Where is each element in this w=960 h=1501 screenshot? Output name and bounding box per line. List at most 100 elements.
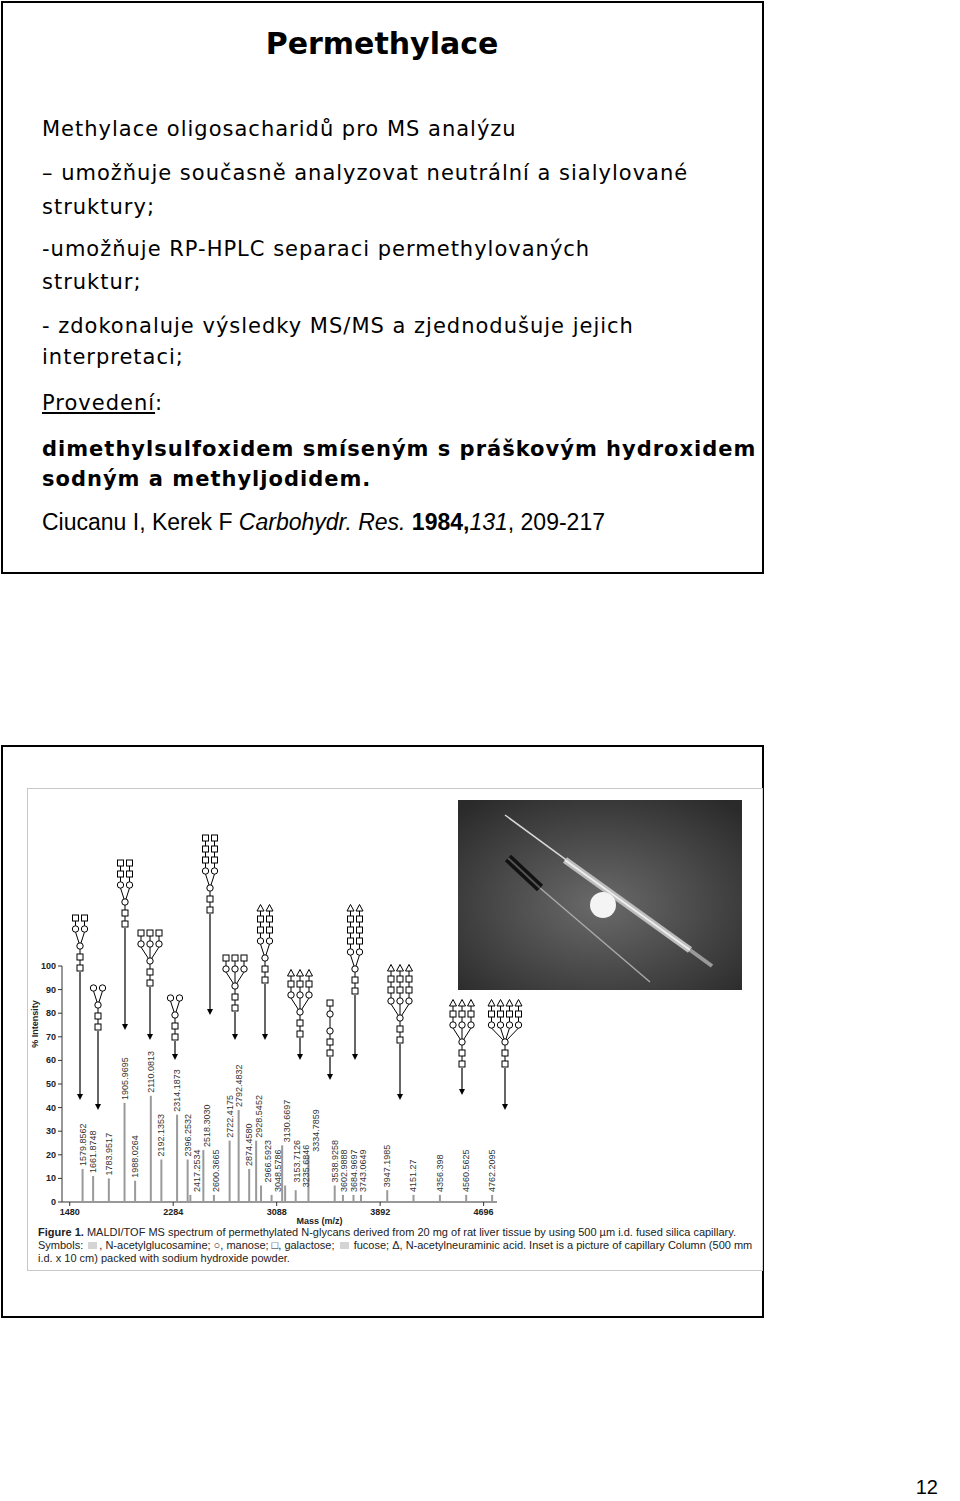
glycan-symbol xyxy=(498,1011,504,1017)
peak-label: 4356.398 xyxy=(435,1154,445,1192)
peak-label: 4560.5625 xyxy=(461,1149,471,1192)
peak xyxy=(189,1195,191,1202)
glycan-symbol xyxy=(207,885,213,891)
glycan-symbol xyxy=(126,882,132,888)
peak xyxy=(160,1160,162,1202)
glycan-symbol xyxy=(506,1022,512,1028)
glycan-symbol xyxy=(203,846,209,852)
y-tick-label: 70 xyxy=(46,1032,56,1042)
glycan-symbol xyxy=(502,1061,508,1067)
arrow-head xyxy=(262,1034,268,1040)
glycan-symbol xyxy=(258,916,264,922)
glycan-symbol xyxy=(357,927,363,933)
glycan-symbol xyxy=(257,938,263,944)
glycan-symbol xyxy=(502,1050,508,1056)
glycan-symbol xyxy=(507,1011,513,1017)
glycan-symbol xyxy=(122,899,128,905)
glycan-symbol xyxy=(288,981,294,987)
text-line: -umožňuje RP-HPLC separaci permethylovan… xyxy=(42,239,590,260)
citation-part: Ciucanu I, Kerek F xyxy=(42,509,239,535)
glycan-symbol xyxy=(288,970,295,977)
glycan-symbol xyxy=(397,987,403,993)
glycan xyxy=(488,1000,522,1111)
glycan-symbol xyxy=(297,1009,303,1015)
x-tick xyxy=(69,1202,70,1206)
glycan-symbol xyxy=(397,965,404,972)
peak-label: 3048.5786 xyxy=(273,1149,283,1192)
light-spot xyxy=(590,892,616,918)
glycan-symbol xyxy=(348,916,354,922)
glycan-symbol xyxy=(156,930,162,936)
x-tick xyxy=(276,1202,277,1206)
x-tick xyxy=(380,1202,381,1206)
caption-symbol xyxy=(340,1242,349,1249)
peak-label: 1579.8562 xyxy=(78,1123,88,1166)
glycan xyxy=(450,1000,475,1096)
glycan-symbol xyxy=(262,955,268,961)
glycan-symbol xyxy=(202,868,208,874)
glycan-symbol xyxy=(397,1015,403,1021)
glycan-symbol xyxy=(72,926,78,932)
y-tick xyxy=(58,1013,62,1014)
peak xyxy=(439,1195,441,1202)
peak xyxy=(134,1181,136,1202)
peaks xyxy=(82,1096,494,1202)
glycan-symbol xyxy=(516,1011,522,1017)
glycan xyxy=(90,985,105,1110)
glycan-symbol xyxy=(241,966,247,972)
peak-label: 3130.6697 xyxy=(282,1100,292,1143)
glycan-symbol xyxy=(450,1011,456,1017)
glycan-symbol xyxy=(459,1011,465,1017)
glycan-symbol xyxy=(406,987,412,993)
glycan xyxy=(167,995,182,1060)
axes: 0102030405060708090100148022843088389246… xyxy=(30,961,497,1226)
arrow-head xyxy=(502,1104,508,1110)
text-line: - zdokonaluje výsledky MS/MS a zjednoduš… xyxy=(42,316,634,337)
glycan xyxy=(288,970,313,1061)
glycan-symbol xyxy=(306,970,313,977)
peak xyxy=(248,1169,250,1202)
y-tick-label: 30 xyxy=(46,1126,56,1136)
glycan-symbol xyxy=(117,882,123,888)
glycan-cartoons xyxy=(72,835,522,1110)
peak xyxy=(150,1096,152,1202)
glycan-symbol xyxy=(223,955,229,961)
glycan-symbol xyxy=(488,1000,495,1007)
glycan-symbol xyxy=(502,1039,508,1045)
glycan-symbol xyxy=(515,1022,521,1028)
peak xyxy=(255,1141,257,1202)
peak-label: 2314.1873 xyxy=(172,1069,182,1112)
glycan-symbol xyxy=(327,1000,333,1006)
y-tick-label: 90 xyxy=(46,985,56,995)
glycan-symbol xyxy=(203,857,209,863)
peak-labels: 1579.85621661.87481783.95171905.96951988… xyxy=(78,1051,498,1192)
arrow-line xyxy=(399,1044,400,1095)
peak xyxy=(82,1169,84,1202)
peak-label: 1661.8748 xyxy=(88,1130,98,1173)
peak-label: 1988.0264 xyxy=(130,1135,140,1178)
glycan-symbol xyxy=(497,1022,503,1028)
page: {"slide": { "title": "Permethylace", "it… xyxy=(0,0,960,1501)
glycan-symbol xyxy=(267,916,273,922)
glycan-symbol xyxy=(347,949,353,955)
x-axis-title: Mass (m/z) xyxy=(296,1216,342,1226)
arrow-head xyxy=(327,1074,333,1080)
peak xyxy=(213,1195,215,1202)
glycan-symbol xyxy=(172,1034,178,1040)
glycan-symbol xyxy=(147,930,153,936)
glycan-symbol xyxy=(99,985,105,991)
glycan-symbol xyxy=(122,910,128,916)
glycan-symbol xyxy=(297,1020,303,1026)
glycan-symbol xyxy=(327,1039,333,1045)
glycan-symbol xyxy=(118,860,124,866)
y-tick xyxy=(58,1202,62,1203)
glycan-symbol xyxy=(459,1022,465,1028)
glycan-symbol xyxy=(468,1011,474,1017)
text-part: Provedení xyxy=(42,391,155,415)
arrow-head xyxy=(352,1054,358,1060)
peak-label: 4762.2095 xyxy=(487,1149,497,1192)
glycan-symbol xyxy=(397,1026,403,1032)
x-tick-label: 3088 xyxy=(267,1207,287,1217)
glycan-symbol xyxy=(397,1037,403,1043)
glycan-symbol xyxy=(388,987,394,993)
